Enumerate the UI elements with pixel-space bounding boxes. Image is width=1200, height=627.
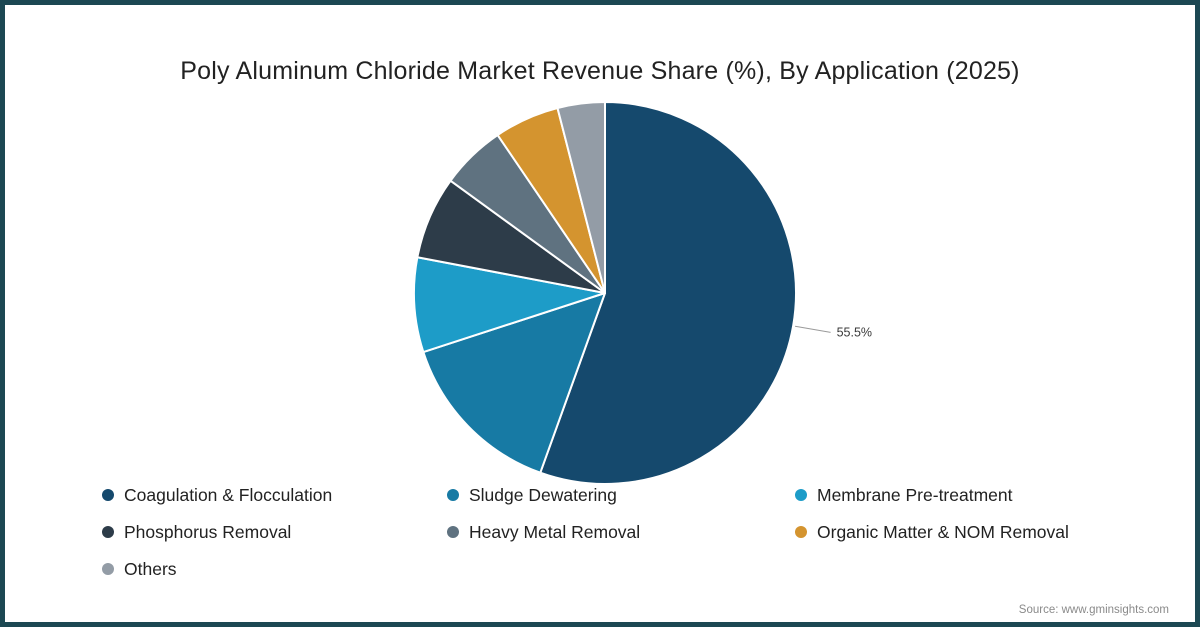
legend-swatch-icon	[795, 489, 807, 501]
source-attribution: Source: www.gminsights.com	[1018, 604, 1169, 616]
legend-swatch-icon	[447, 489, 459, 501]
pie-slice-1	[539, 101, 797, 485]
pie-slice-3	[413, 256, 606, 354]
pie-chart: 55.5%	[413, 101, 872, 485]
legend-label: Phosphorus Removal	[124, 521, 292, 542]
legend-item: Organic Matter & NOM Removal	[795, 519, 1132, 545]
legend-swatch-icon	[795, 526, 807, 538]
chart-legend: Coagulation & Flocculation Sludge Dewate…	[102, 482, 1132, 582]
legend-label: Organic Matter & NOM Removal	[817, 521, 1069, 542]
legend-swatch-icon	[102, 563, 114, 575]
chart-title: Poly Aluminum Chloride Market Revenue Sh…	[180, 57, 1020, 85]
legend-item: Membrane Pre-treatment	[795, 482, 1132, 508]
pie-value-label: 55.5%	[837, 325, 872, 339]
legend-swatch-icon	[447, 526, 459, 538]
legend-item: Coagulation & Flocculation	[102, 482, 447, 508]
annotation-leader-line	[795, 325, 831, 333]
pie-slice-7	[556, 101, 606, 294]
legend-swatch-icon	[102, 489, 114, 501]
legend-label: Others	[124, 558, 177, 579]
legend-item: Sludge Dewatering	[447, 482, 795, 508]
legend-item: Others	[102, 556, 447, 582]
legend-item: Heavy Metal Removal	[447, 519, 795, 545]
legend-label: Membrane Pre-treatment	[817, 484, 1013, 505]
legend-item: Phosphorus Removal	[102, 519, 447, 545]
legend-swatch-icon	[102, 526, 114, 538]
legend-label: Sludge Dewatering	[469, 484, 617, 505]
legend-label: Coagulation & Flocculation	[124, 484, 333, 505]
legend-label: Heavy Metal Removal	[469, 521, 641, 542]
